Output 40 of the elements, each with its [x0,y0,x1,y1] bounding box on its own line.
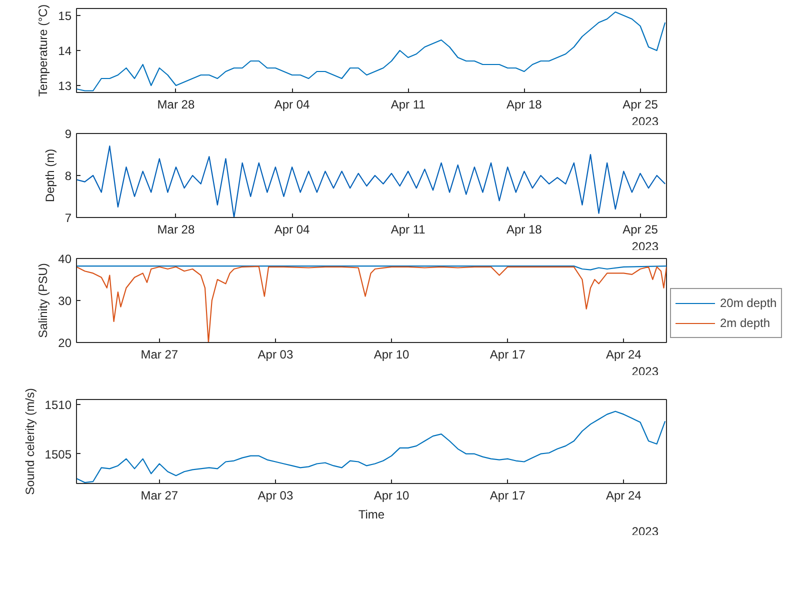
line-series [76,410,666,484]
y-tick-label: 14 [58,44,72,58]
y-axis-title: Sound celerity (m/s) [22,388,37,495]
x-tick-label: Apr 10 [374,488,410,502]
x-tick-label: Mar 28 [157,222,195,236]
x-tick-label: Apr 24 [606,348,642,362]
x-tick-label: Apr 18 [506,98,542,112]
x-tick-label: Apr 11 [390,98,426,112]
x-tick-label: Mar 27 [140,488,178,502]
y-axis-title: Temperature (°C) [36,4,50,97]
x-tick-label: Apr 17 [490,348,526,362]
legend-label: 20m depth [720,296,777,310]
y-tick-label: 15 [58,9,72,23]
x-tick-label: Apr 24 [606,488,642,502]
y-axis-title: Depth (m) [42,148,57,202]
x-tick-label: Apr 03 [258,488,294,502]
legend-label: 2m depth [720,316,770,330]
x-tick-label: Apr 11 [390,222,426,236]
x-tick-label: Apr 04 [274,98,310,112]
y-tick-label: 8 [64,169,72,183]
line-series [76,11,666,92]
x-tick-label: Apr 10 [374,348,410,362]
y-tick-label: 7 [64,211,72,225]
x-axis-title: Time [358,508,385,522]
y-tick-label: 13 [58,79,72,93]
y-tick-label: 30 [58,294,72,308]
y-tick-label: 40 [58,252,72,266]
x-tick-label: Apr 17 [490,488,526,502]
x-tick-label: Apr 04 [274,222,310,236]
y-tick-label: 1505 [44,447,72,462]
x-tick-label: Apr 18 [506,222,542,236]
x-tick-label: Mar 27 [140,348,178,362]
x-tick-label: Apr 25 [622,222,658,236]
y-tick-label: 20 [58,336,72,350]
x-tick-label: Apr 25 [622,98,658,112]
x-tick-label: Mar 28 [157,98,195,112]
y-axis-title: Salinity (PSU) [36,263,50,338]
x-tick-label: Apr 03 [258,348,294,362]
y-tick-label: 9 [64,127,72,141]
y-tick-label: 1510 [44,398,72,412]
